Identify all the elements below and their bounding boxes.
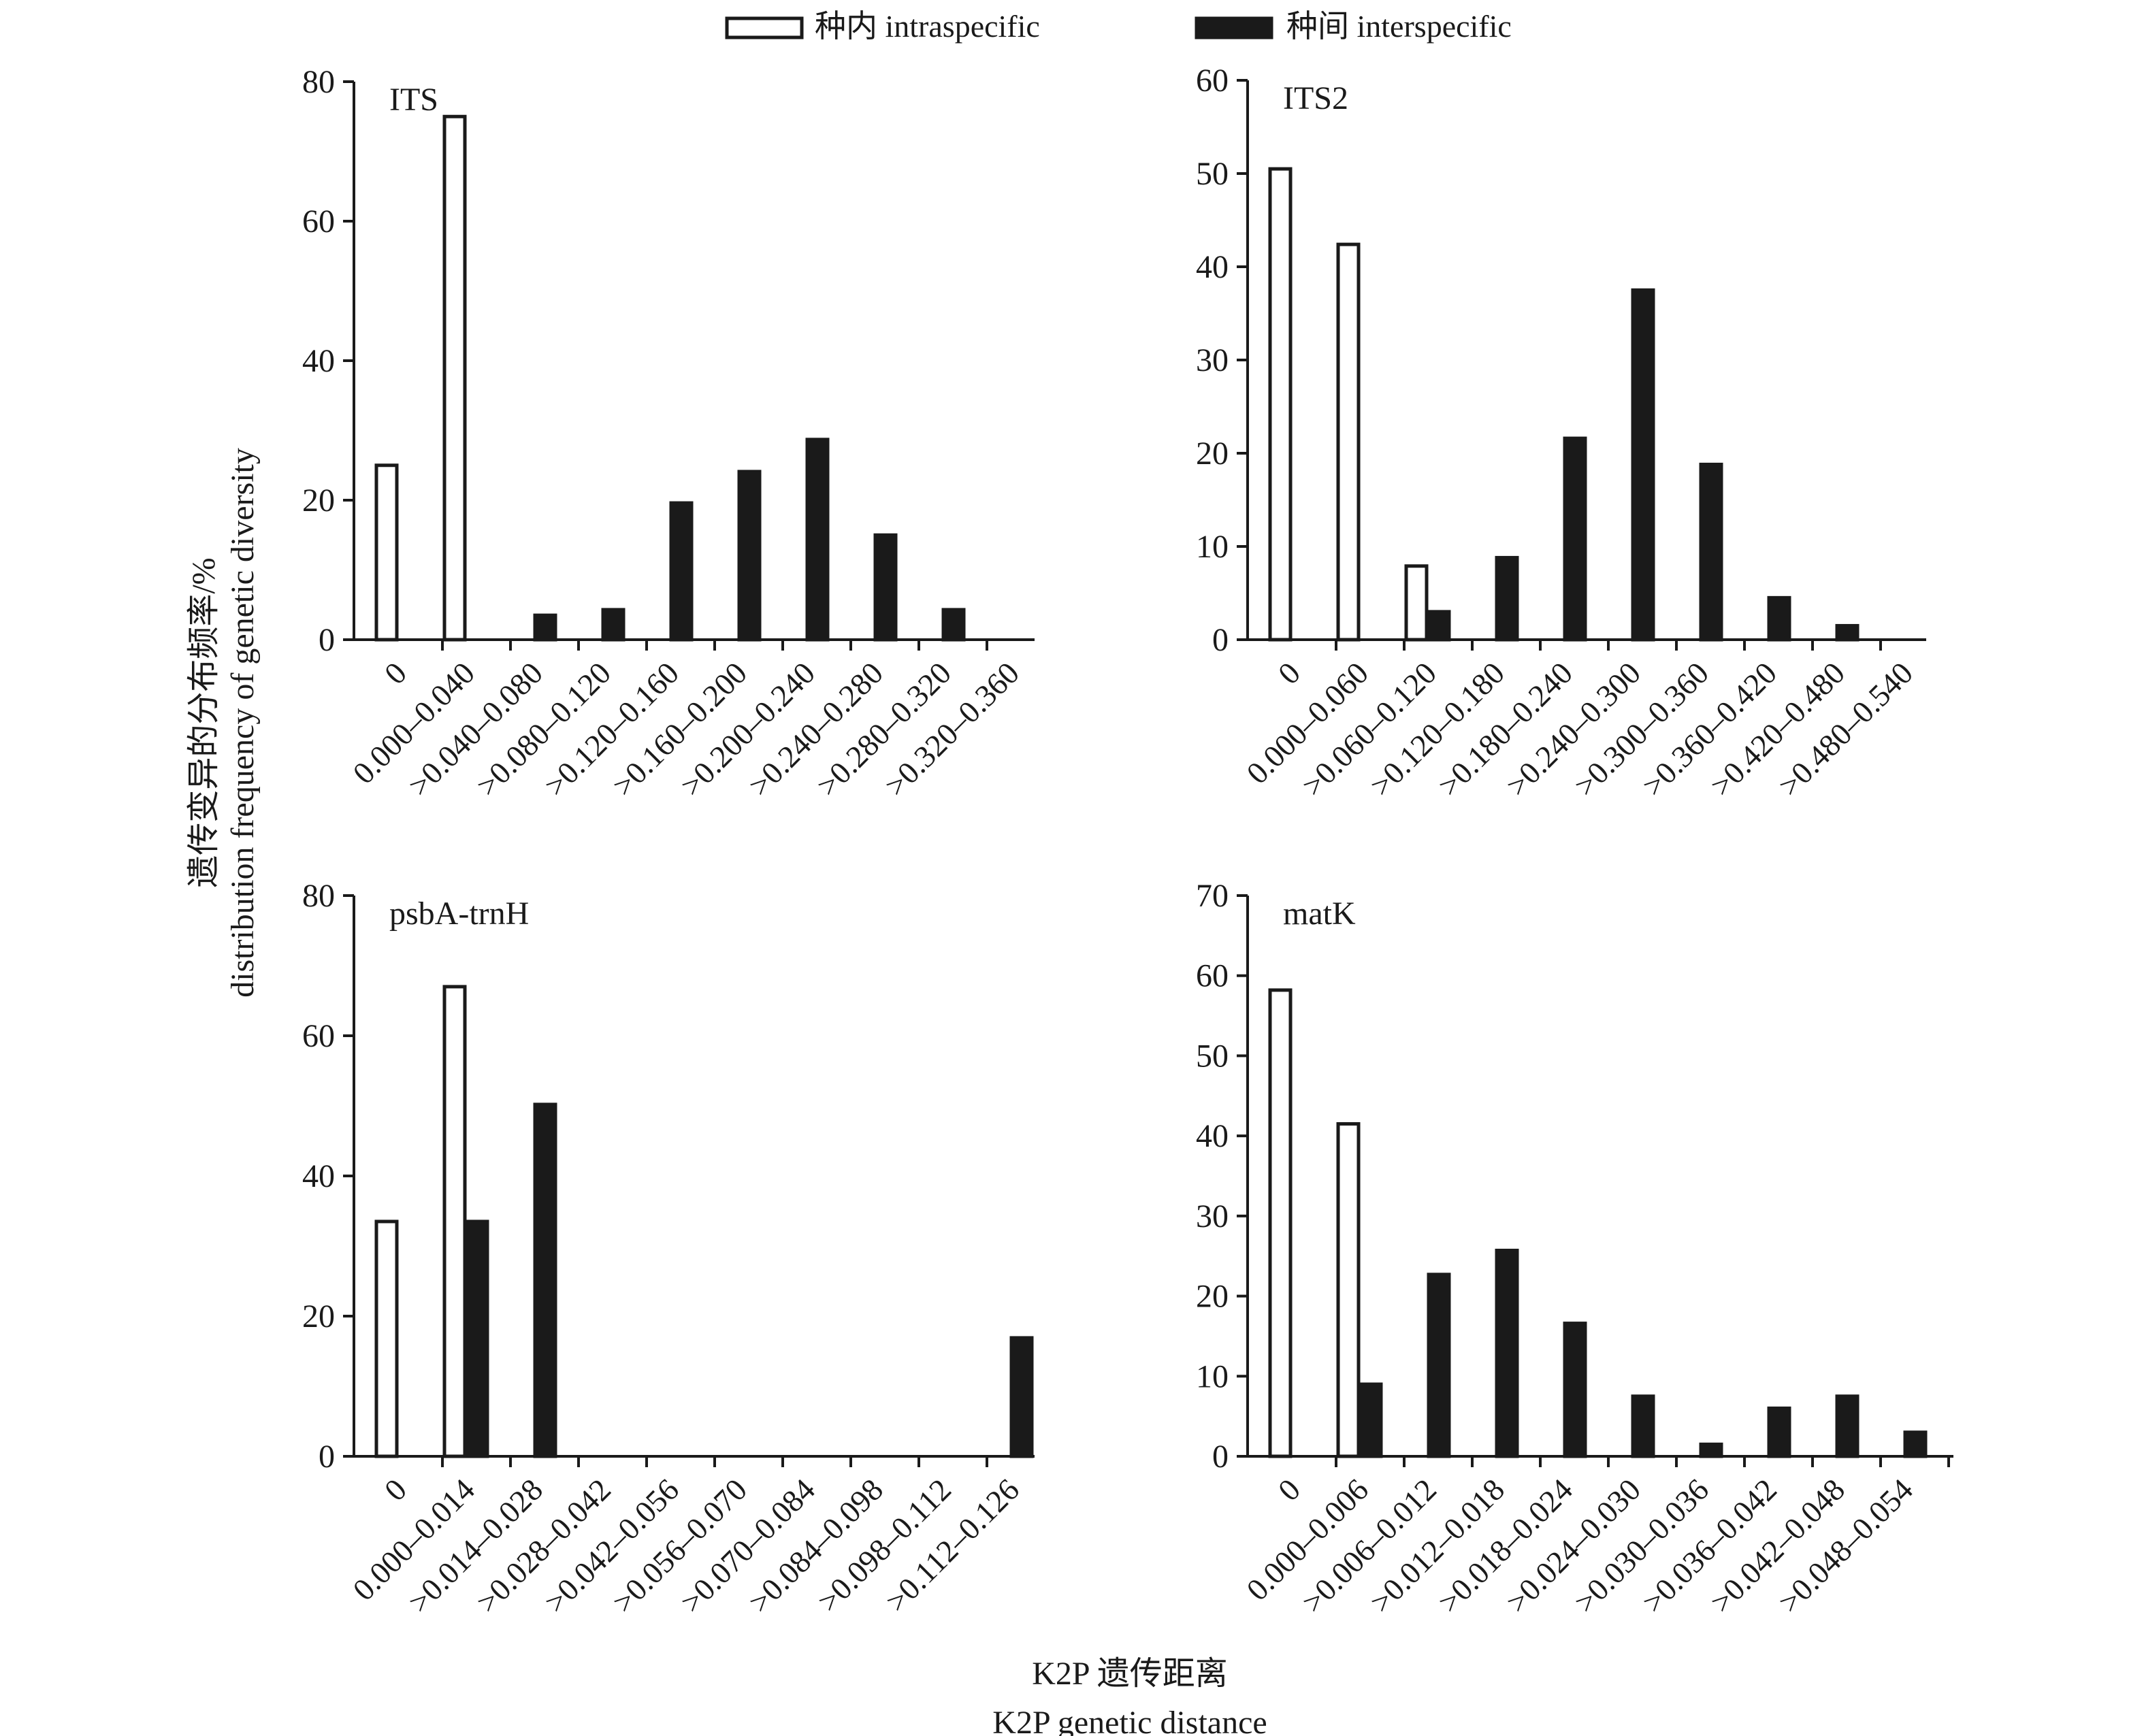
legend-swatch-intraspecific [725,16,804,39]
y-tick-label: 60 [302,1018,335,1054]
y-tick-label: 50 [1196,156,1229,192]
panel-title: psbA-trnH [389,896,529,932]
bar-interspecific [1563,436,1587,642]
bar-interspecific [1631,1394,1655,1458]
bar-interspecific [1767,1406,1791,1458]
bar-interspecific [1903,1430,1928,1458]
x-tick-label: 0 [378,1472,413,1507]
legend: 种内 intraspecific 种间 interspecific [725,9,1512,44]
bar-interspecific [533,613,557,642]
y-tick-label: 40 [302,343,335,379]
bar-interspecific [1699,462,1723,642]
bar-interspecific [601,608,626,642]
bar-interspecific [1835,1394,1859,1458]
bar-interspecific [1009,1336,1034,1458]
bar-interspecific [805,438,830,642]
bar-interspecific [533,1102,557,1458]
y-tick-label: 0 [319,1439,335,1475]
bar-intraspecific [374,1219,399,1458]
bar-interspecific [737,470,762,642]
bar-intraspecific [1336,1121,1361,1458]
panel-title: matK [1283,896,1356,932]
bar-interspecific [1563,1322,1587,1458]
bar-intraspecific [374,463,399,642]
y-tick-label: 80 [302,878,335,914]
bar-interspecific [1631,288,1655,642]
y-axis-title-en: distribution frequency of genetic divers… [225,448,261,998]
y-tick-label: 10 [1196,1358,1229,1394]
legend-swatch-interspecific [1195,16,1273,39]
bar-intraspecific [442,985,467,1458]
bar-interspecific [1495,1248,1519,1458]
bar-interspecific [1427,1273,1451,1458]
x-tick-label: 0 [378,655,413,691]
y-tick-label: 60 [1196,958,1229,994]
bar-interspecific [873,533,898,642]
panel-title: ITS2 [1283,80,1348,116]
y-tick-label: 40 [1196,249,1229,285]
bar-intraspecific [1404,564,1429,642]
legend-label-interspecific: 种间 interspecific [1286,9,1512,44]
y-tick-label: 40 [1196,1118,1229,1154]
bar-intraspecific [1268,988,1293,1458]
x-axis-title-zh: K2P 遗传距离 [1032,1656,1228,1692]
y-tick-label: 20 [1196,1279,1229,1315]
x-tick-label: 0 [1271,655,1307,691]
y-tick-label: 0 [1212,622,1229,658]
y-tick-label: 0 [319,622,335,658]
y-tick-label: 30 [1196,342,1229,378]
y-tick-label: 70 [1196,878,1229,914]
bar-interspecific [1359,1382,1383,1458]
bar-interspecific [1427,610,1451,642]
y-axis-title-zh: 遗传变异的分布频率/% [186,557,222,887]
bar-intraspecific [1268,167,1293,642]
y-tick-label: 20 [1196,436,1229,472]
bar-interspecific [1699,1442,1723,1458]
bar-interspecific [1767,595,1791,642]
y-tick-label: 20 [302,1298,335,1334]
bar-interspecific [941,608,966,642]
x-axis-title-en: K2P genetic distance [992,1705,1267,1736]
bar-interspecific [1495,555,1519,642]
legend-label-intraspecific: 种内 intraspecific [815,9,1040,44]
y-tick-label: 20 [302,482,335,519]
y-tick-label: 10 [1196,529,1229,565]
bar-interspecific [465,1219,489,1458]
y-tick-label: 40 [302,1158,335,1194]
x-tick-label: 0 [1271,1472,1307,1507]
bar-interspecific [669,501,694,642]
panel-title: ITS [389,82,438,118]
bar-intraspecific [442,114,467,642]
bar-intraspecific [1336,242,1361,642]
y-tick-label: 60 [1196,63,1229,99]
y-tick-label: 30 [1196,1198,1229,1234]
bar-interspecific [1835,623,1859,642]
y-tick-label: 50 [1196,1038,1229,1074]
y-tick-label: 80 [302,64,335,100]
y-tick-label: 60 [302,203,335,240]
y-tick-label: 0 [1212,1439,1229,1475]
